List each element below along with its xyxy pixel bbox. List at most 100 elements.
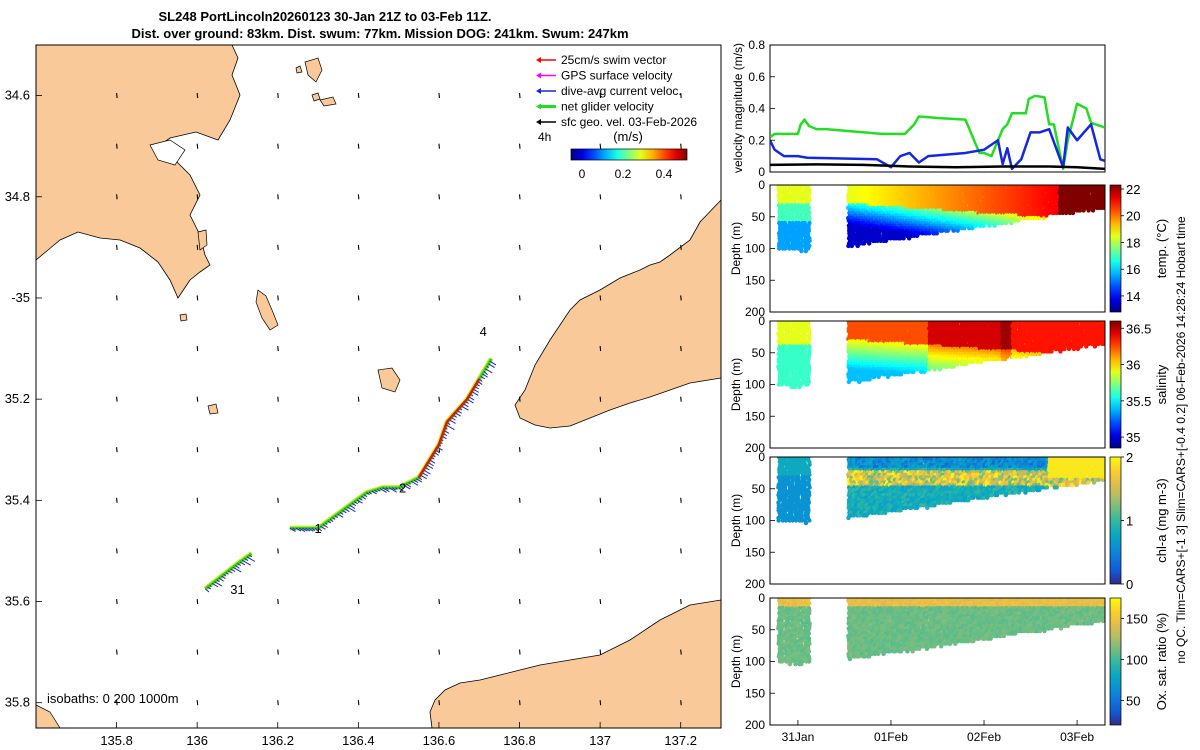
current-vector — [418, 477, 423, 481]
profile-sample — [1049, 349, 1054, 354]
profile-sample — [799, 248, 804, 254]
current-vector — [211, 583, 219, 588]
current-vector — [371, 490, 377, 495]
map-xtick-label: 136.8 — [503, 733, 536, 748]
map-ytick-label: 34.6 — [5, 88, 30, 103]
current-vector — [351, 502, 357, 507]
profile-sample — [1047, 210, 1052, 216]
map-ytick-label: 34.8 — [5, 189, 30, 204]
legend-label: 25cm/s swim vector — [561, 53, 666, 67]
track-label: 31 — [230, 582, 244, 597]
sfc-geo-vector — [196, 244, 199, 250]
current-vector — [388, 487, 398, 493]
sfc-geo-vector — [357, 396, 360, 402]
profile-sample — [1090, 208, 1096, 213]
current-vector — [486, 365, 489, 369]
current-vector — [230, 568, 236, 573]
profile-ytick-label: 50 — [752, 210, 766, 224]
current-vector — [488, 363, 495, 368]
map-xtick-label: 136.2 — [261, 733, 294, 748]
profile-sample — [883, 510, 888, 516]
current-vector — [332, 517, 336, 520]
land-island-6 — [197, 229, 208, 251]
profile-sample — [955, 361, 960, 367]
sfc-geo-vector — [196, 447, 199, 453]
velocity-series-line — [770, 123, 1105, 171]
profile-sample — [867, 377, 872, 382]
map-colorbar-tick-2: 0.4 — [656, 167, 673, 181]
profile-ytick-label: 50 — [752, 346, 766, 360]
profile-sample — [1044, 213, 1049, 218]
sfc-geo-vector — [680, 295, 682, 301]
profile-colorbar — [1109, 184, 1122, 313]
sfc-geo-vector — [116, 295, 118, 301]
profile-sample — [857, 379, 862, 385]
sfc-geo-vector — [277, 598, 279, 605]
profile-sample — [945, 364, 950, 369]
legend-arrowhead — [536, 72, 541, 79]
current-vector — [423, 469, 431, 475]
profile-sample — [1086, 208, 1091, 213]
legend-arrowhead — [536, 88, 541, 94]
profile-sample — [861, 241, 867, 246]
colorbar-tick-label: 16 — [1126, 262, 1140, 277]
sfc-geo-vector — [357, 295, 360, 301]
current-vector — [292, 527, 296, 531]
profile-sample — [879, 510, 885, 516]
profile-sample — [979, 359, 984, 364]
sfc-geo-vector — [357, 598, 360, 605]
legend-label: sfc geo. vel. 03-Feb-2026 — [561, 115, 697, 129]
current-vector — [221, 575, 226, 580]
profile-sample — [846, 515, 851, 521]
colorbar-tick-label: 22 — [1126, 182, 1140, 197]
sfc-geo-vector — [518, 447, 521, 453]
current-vector — [322, 524, 329, 528]
current-vector — [234, 564, 240, 569]
sfc-geo-vector — [599, 598, 602, 605]
profile-sample — [849, 243, 854, 249]
current-vector — [416, 478, 423, 483]
sfc-geo-vector — [116, 700, 118, 706]
current-vector — [376, 488, 381, 492]
sfc-geo-vector — [277, 396, 279, 402]
sfc-geo-vector — [116, 447, 118, 453]
sfc-geo-vector — [518, 194, 521, 200]
sfc-geo-vector — [357, 143, 360, 149]
current-vector — [410, 480, 419, 486]
colorbar-prefix: 4h — [538, 130, 551, 144]
profile-sample — [1062, 346, 1067, 352]
profile-sample — [867, 241, 872, 246]
current-vector — [311, 527, 316, 532]
profile-ylabel: Depth (m) — [729, 222, 743, 275]
profile-ytick-label: 100 — [745, 378, 765, 392]
profile-sample — [805, 246, 811, 251]
current-vector — [481, 373, 488, 378]
current-vector — [466, 398, 474, 404]
sfc-geo-vector — [196, 548, 199, 554]
legend-arrowhead — [536, 57, 541, 63]
profile-sample — [777, 246, 782, 251]
sfc-geo-vector — [277, 143, 279, 149]
profile-sample — [1101, 341, 1105, 347]
sfc-geo-vector — [599, 497, 602, 503]
sfc-geo-vector — [196, 93, 199, 99]
map-xtick-label: 136.6 — [423, 733, 456, 748]
sfc-geo-vector — [116, 346, 118, 352]
current-vector — [354, 501, 359, 505]
map-ytick-label: 35.4 — [5, 492, 30, 507]
land-point-bay — [149, 139, 186, 166]
sfc-geo-vector — [599, 93, 602, 99]
current-vector — [485, 368, 493, 374]
current-vector — [308, 527, 314, 532]
colorbar-tick-label: 14 — [1126, 289, 1140, 304]
profile-ylabel: Depth (m) — [729, 358, 743, 411]
sfc-geo-vector — [277, 93, 279, 99]
sfc-geo-vector — [438, 649, 440, 655]
sfc-geo-vector — [357, 244, 360, 250]
current-vector — [320, 525, 326, 530]
sfc-geo-vector — [438, 295, 440, 301]
